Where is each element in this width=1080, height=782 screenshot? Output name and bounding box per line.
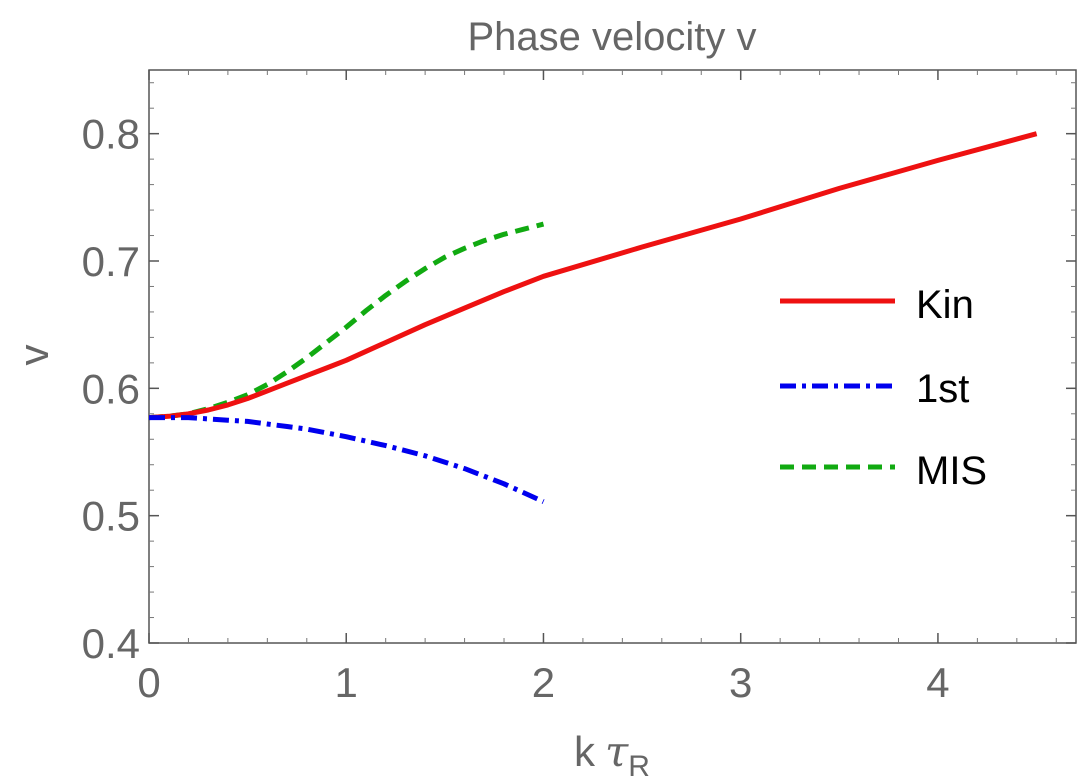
series-line-1st — [149, 415, 545, 504]
y-tick-label: 0.4 — [82, 620, 140, 667]
y-tick-label: 0.5 — [82, 493, 140, 540]
minor-ticks — [148, 70, 1076, 644]
y-tick-label: 0.7 — [82, 238, 140, 285]
x-tick-labels: 0 1 2 3 4 — [137, 659, 949, 706]
plot-frame — [148, 69, 1077, 644]
series-lines — [148, 131, 1038, 504]
legend: Kin 1st MIS — [780, 283, 987, 493]
x-tick-label: 4 — [926, 659, 949, 706]
x-axis-label-k: k — [574, 728, 596, 775]
y-tick-labels: 0.4 0.5 0.6 0.7 0.8 — [82, 111, 140, 667]
chart-title: Phase velocity v — [467, 15, 756, 59]
x-tick-label: 3 — [729, 659, 752, 706]
legend-label-1st: 1st — [916, 367, 969, 411]
x-tick-label: 0 — [137, 659, 160, 706]
major-ticks — [148, 70, 1076, 644]
series-line-kin — [148, 131, 1038, 421]
legend-label-mis: MIS — [916, 449, 987, 493]
series-line-mis — [148, 221, 545, 421]
y-tick-label: 0.6 — [82, 365, 140, 412]
legend-label-kin: Kin — [916, 283, 974, 327]
y-tick-label: 0.8 — [82, 111, 140, 158]
x-axis-label-subscript: R — [628, 750, 650, 782]
x-axis-label: k τR — [574, 727, 650, 782]
x-tick-label: 2 — [532, 659, 555, 706]
x-tick-label: 1 — [335, 659, 358, 706]
x-axis-label-tau: τ — [605, 727, 629, 776]
y-axis-label: v — [10, 345, 57, 366]
